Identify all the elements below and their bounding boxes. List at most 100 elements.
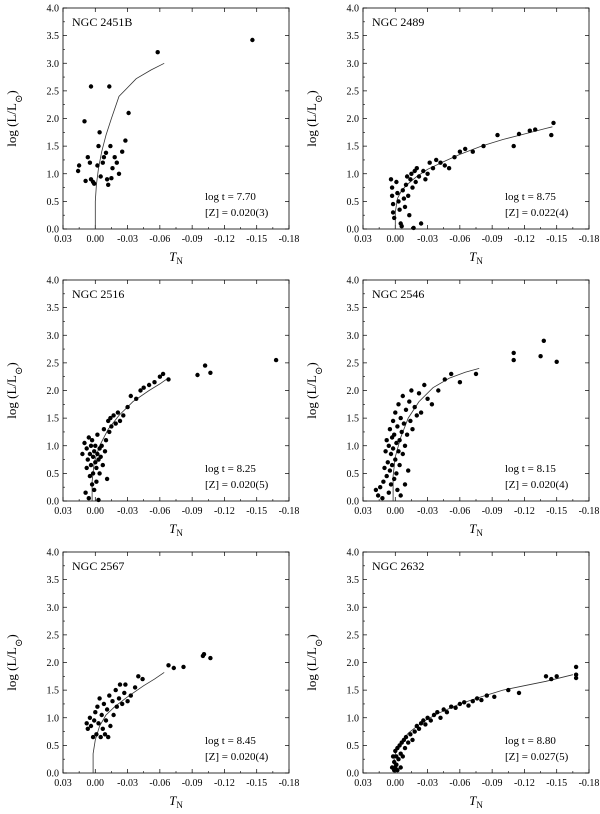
data-point bbox=[75, 168, 81, 174]
data-point bbox=[393, 457, 398, 462]
data-point bbox=[406, 193, 411, 198]
data-point bbox=[410, 427, 415, 432]
data-point bbox=[429, 402, 435, 407]
data-point bbox=[390, 446, 396, 451]
data-point bbox=[449, 371, 454, 377]
x-tick-label: -0.09 bbox=[482, 506, 503, 517]
data-point bbox=[527, 128, 532, 133]
data-point bbox=[140, 676, 145, 682]
metallicity-annotation: [Z] = 0.020(4) bbox=[505, 479, 569, 491]
data-point bbox=[452, 155, 457, 160]
y-tick-label: 2.0 bbox=[47, 386, 60, 397]
data-point bbox=[470, 149, 475, 154]
data-point bbox=[400, 393, 405, 399]
data-point bbox=[111, 712, 116, 718]
data-point bbox=[273, 357, 279, 363]
data-point bbox=[123, 682, 128, 687]
data-point bbox=[407, 399, 412, 404]
data-point bbox=[401, 421, 407, 426]
data-point bbox=[511, 357, 516, 363]
data-point bbox=[457, 149, 463, 154]
y-tick-label: 3.5 bbox=[47, 303, 60, 314]
data-point bbox=[404, 432, 410, 437]
y-axis-label: log (L/L⊙) bbox=[4, 90, 25, 146]
data-point bbox=[466, 703, 471, 708]
y-tick-label: 0.0 bbox=[47, 769, 60, 780]
age-annotation: log t = 8.15 bbox=[505, 463, 556, 475]
data-point bbox=[390, 418, 396, 424]
y-tick-label: 4.0 bbox=[347, 4, 360, 15]
data-point bbox=[99, 443, 104, 448]
x-tick-label: -0.12 bbox=[214, 778, 235, 789]
data-point bbox=[123, 138, 128, 143]
data-point bbox=[101, 701, 107, 707]
cluster-name: NGC 2632 bbox=[372, 559, 424, 573]
data-point bbox=[402, 443, 408, 448]
data-point bbox=[386, 443, 391, 448]
data-point bbox=[94, 732, 99, 737]
data-point bbox=[395, 768, 400, 773]
data-point bbox=[403, 734, 409, 740]
data-point bbox=[373, 487, 379, 493]
data-point bbox=[438, 715, 443, 720]
data-point bbox=[101, 427, 107, 432]
data-point bbox=[406, 740, 411, 745]
chart-panel-5: 0.03 0.00 -0.03 -0.06 -0.09 -0.12 -0.15 -0.18 0.… bbox=[4, 548, 299, 811]
data-point bbox=[116, 696, 122, 701]
chart-panel-4: 0.03 0.00 -0.03 -0.06 -0.09 -0.12 -0.15 -0.18 0.… bbox=[304, 276, 599, 539]
data-point bbox=[554, 674, 559, 679]
data-point bbox=[90, 471, 96, 476]
x-tick-label: -0.15 bbox=[246, 778, 267, 789]
data-point bbox=[208, 655, 213, 661]
data-point bbox=[479, 697, 484, 703]
y-tick-label: 3.0 bbox=[347, 331, 360, 342]
x-tick-label: -0.03 bbox=[117, 506, 138, 517]
data-point bbox=[412, 729, 417, 734]
cluster-name: NGC 2516 bbox=[72, 287, 124, 301]
data-point bbox=[418, 221, 424, 226]
y-tick-label: 3.5 bbox=[347, 575, 360, 586]
x-tick-label: -0.09 bbox=[182, 778, 203, 789]
x-tick-label: 0.03 bbox=[354, 506, 372, 517]
data-point bbox=[573, 675, 579, 681]
x-tick-label: 0.00 bbox=[387, 234, 405, 245]
data-point bbox=[92, 181, 97, 186]
x-tick-label: -0.18 bbox=[579, 506, 600, 517]
data-point bbox=[104, 707, 110, 712]
y-tick-label: 3.0 bbox=[47, 59, 60, 70]
data-point bbox=[83, 178, 88, 184]
data-point bbox=[113, 687, 118, 693]
data-point bbox=[416, 391, 422, 396]
data-point bbox=[382, 465, 387, 471]
data-point bbox=[410, 737, 415, 743]
data-point bbox=[407, 213, 412, 218]
y-tick-label: 2.0 bbox=[347, 386, 360, 397]
data-point bbox=[401, 196, 407, 201]
x-tick-label: -0.03 bbox=[117, 778, 138, 789]
data-point bbox=[441, 707, 446, 712]
data-point bbox=[90, 734, 96, 740]
data-point bbox=[543, 674, 549, 679]
data-point bbox=[250, 37, 255, 43]
isochrone-line bbox=[92, 672, 165, 773]
data-point bbox=[378, 485, 383, 490]
data-point bbox=[108, 143, 113, 149]
data-point bbox=[87, 451, 93, 457]
x-tick-label: -0.06 bbox=[449, 778, 470, 789]
y-tick-label: 3.0 bbox=[347, 603, 360, 614]
data-point bbox=[533, 127, 538, 132]
data-point bbox=[166, 663, 171, 668]
data-point bbox=[86, 496, 92, 501]
data-point bbox=[132, 685, 138, 690]
data-point bbox=[107, 693, 112, 698]
data-point bbox=[94, 465, 99, 471]
data-point bbox=[106, 734, 111, 740]
cluster-name: NGC 2546 bbox=[372, 287, 424, 301]
y-tick-label: 3.5 bbox=[47, 31, 60, 42]
data-point bbox=[436, 388, 441, 393]
data-point bbox=[396, 757, 401, 762]
data-point bbox=[103, 718, 109, 723]
data-point bbox=[109, 424, 114, 429]
x-tick-label: -0.12 bbox=[514, 506, 535, 517]
